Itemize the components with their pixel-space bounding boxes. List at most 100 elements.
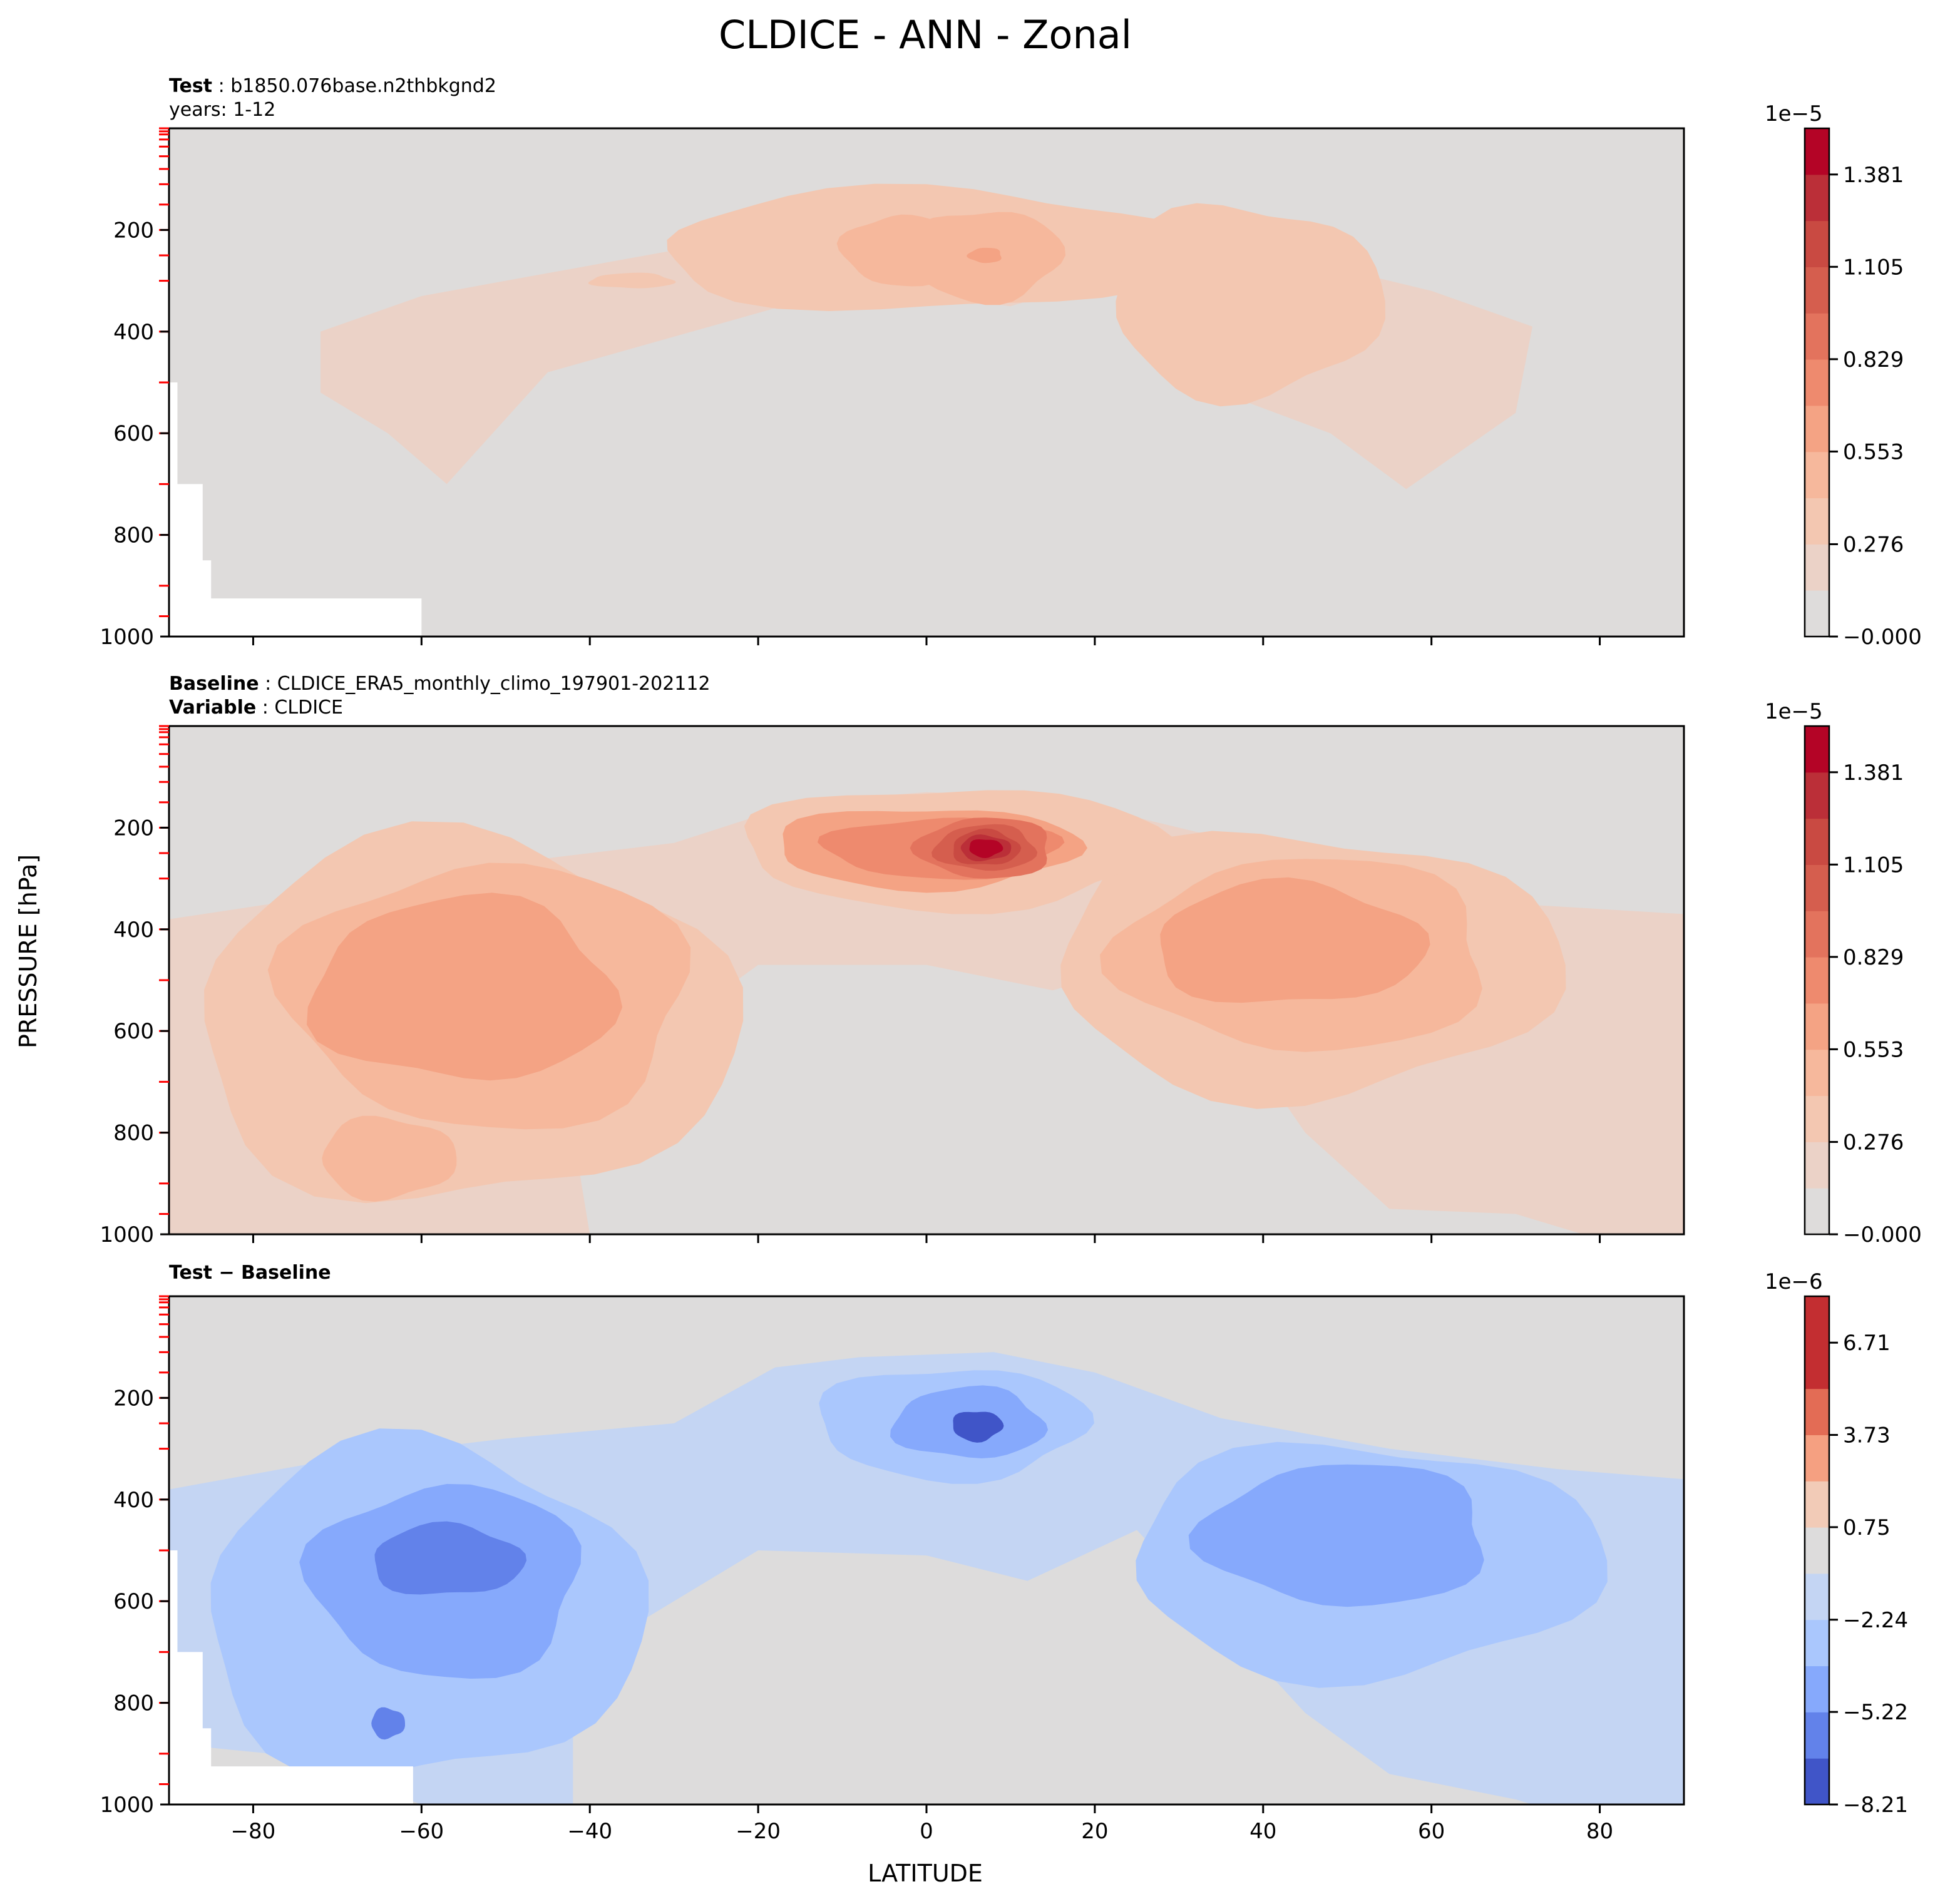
panel-label-2: years: 1-12 xyxy=(169,99,275,121)
panel-label: Test − Baseline xyxy=(169,1262,331,1284)
colorbar-swatch xyxy=(1805,1481,1829,1528)
colorbar-tick-label: −2.24 xyxy=(1843,1608,1908,1633)
contour-band xyxy=(322,1115,457,1202)
colorbar-tick-label: 0.829 xyxy=(1843,945,1904,970)
colorbar-diff: 6.71 3.73 0.75 −2.24 −5.22 −8.21 1e−6 xyxy=(1765,1269,1908,1818)
contour-field xyxy=(169,1352,1684,1804)
colorbar-tick-label: 0.553 xyxy=(1843,439,1904,464)
contour-band xyxy=(1188,1464,1484,1607)
colorbar-swatch xyxy=(1805,1049,1829,1097)
colorbar-frame xyxy=(1804,725,1830,1236)
panel-baseline: 200 400 600 800 1000 Baseline : CLDICE_ERA5_m… xyxy=(100,673,1921,1247)
contour-band xyxy=(371,1707,405,1740)
y-tick-label: 800 xyxy=(113,523,154,548)
y-tick-label: 600 xyxy=(113,421,154,446)
y-tick-label: 600 xyxy=(113,1589,154,1614)
contour-band xyxy=(953,1411,1004,1443)
y-tick-label: 800 xyxy=(113,1691,154,1716)
contour-band xyxy=(588,272,676,289)
missing-data xyxy=(169,382,422,637)
colorbar-swatch xyxy=(1805,498,1829,545)
contour-band xyxy=(1116,203,1385,407)
y-tick-label: 800 xyxy=(113,1121,154,1146)
colorbar-tick-label: 1.381 xyxy=(1843,760,1904,786)
panel-label-key: Test − Baseline xyxy=(169,1262,331,1284)
colorbar-tick-label: 1.105 xyxy=(1843,852,1904,878)
y-tick-label: 1000 xyxy=(100,1793,154,1818)
x-tick-label: −20 xyxy=(736,1819,781,1844)
colorbar-swatch xyxy=(1805,1435,1829,1482)
colorbar-tick-label: 6.71 xyxy=(1843,1331,1891,1356)
x-tick-label: 40 xyxy=(1249,1819,1276,1844)
colorbar-swatch xyxy=(1805,313,1829,360)
y-tick-label: 400 xyxy=(113,320,154,345)
colorbar-swatch xyxy=(1805,1388,1829,1435)
contour-band xyxy=(374,1521,527,1595)
colorbar-frame xyxy=(1804,1295,1830,1806)
x-tick-label: 0 xyxy=(920,1819,933,1844)
colorbar-swatch xyxy=(1805,405,1829,453)
y-tick-label: 200 xyxy=(113,218,154,243)
contour-field xyxy=(169,790,1684,1234)
colorbar-tick-label: 1.381 xyxy=(1843,163,1904,188)
contour-band xyxy=(1160,877,1430,1003)
colorbar-swatch xyxy=(1805,1342,1829,1390)
colorbar-swatch xyxy=(1805,726,1829,773)
x-tick-label: −80 xyxy=(231,1819,276,1844)
figure-title: CLDICE - ANN - Zonal xyxy=(719,12,1132,58)
y-tick-label: 200 xyxy=(113,1386,154,1411)
colorbar-swatch xyxy=(1805,1712,1829,1759)
colorbar-swatch xyxy=(1805,772,1829,819)
colorbar-swatch xyxy=(1805,220,1829,267)
colorbar-swatch xyxy=(1805,544,1829,591)
contour-band xyxy=(307,893,623,1081)
colorbar-swatch xyxy=(1805,1619,1829,1667)
x-tick-label: 80 xyxy=(1586,1819,1613,1844)
colorbar-frame xyxy=(1804,127,1830,638)
panel-label-key: Test xyxy=(169,75,212,97)
colorbar-test: 1.381 1.105 0.829 0.553 0.276 −0.000 1e−5 xyxy=(1765,101,1922,650)
y-tick-label: 200 xyxy=(113,816,154,841)
panel-label: Baseline : CLDICE_ERA5_monthly_climo_197… xyxy=(169,673,711,695)
colorbar-swatch xyxy=(1805,1095,1829,1142)
colorbar-exponent: 1e−6 xyxy=(1765,1269,1823,1294)
panel-label-2: Variable : CLDICE xyxy=(169,697,343,719)
colorbar-tick-label: 3.73 xyxy=(1843,1423,1891,1448)
y-tick-label: 1000 xyxy=(100,1222,154,1247)
panel-label-value: : b1850.076base.n2thbkgnd2 xyxy=(212,75,496,97)
contour-band xyxy=(967,247,1002,264)
colorbar-tick-label: −0.000 xyxy=(1843,625,1922,650)
panel-label-2-value: : CLDICE xyxy=(256,697,343,719)
y-tick-label: 600 xyxy=(113,1019,154,1044)
colorbar-swatch xyxy=(1805,1003,1829,1050)
x-tick-label: 20 xyxy=(1081,1819,1108,1844)
contour-band xyxy=(969,839,1003,858)
colorbar-swatch xyxy=(1805,1758,1829,1805)
colorbar-swatch xyxy=(1805,1188,1829,1235)
y-axis-label: PRESSURE [hPa] xyxy=(14,854,42,1048)
colorbar-swatch xyxy=(1805,1666,1829,1712)
colorbar-swatch xyxy=(1805,451,1829,499)
panel-label-2-value: years: 1-12 xyxy=(169,99,275,121)
colorbar-baseline: 1.381 1.105 0.829 0.553 0.276 −0.000 1e−5 xyxy=(1765,699,1922,1247)
colorbar-swatch xyxy=(1805,590,1829,637)
y-tick-label: 400 xyxy=(113,918,154,943)
colorbar-swatch xyxy=(1805,174,1829,222)
colorbar-swatch xyxy=(1805,267,1829,314)
colorbar-tick-label: −0.000 xyxy=(1843,1222,1922,1247)
colorbar-tick-label: 0.829 xyxy=(1843,347,1904,372)
colorbar-tick-label: 0.553 xyxy=(1843,1037,1904,1062)
panel-label-2-key: Variable xyxy=(169,697,256,719)
colorbar-swatch xyxy=(1805,1142,1829,1189)
colorbar-swatch xyxy=(1805,911,1829,958)
panel-label-value: : CLDICE_ERA5_monthly_climo_197901-20211… xyxy=(259,673,711,695)
colorbar-tick-label: −8.21 xyxy=(1843,1793,1908,1818)
y-tick-label: 1000 xyxy=(100,625,154,650)
x-tick-label: −60 xyxy=(399,1819,444,1844)
colorbar-tick-label: 1.105 xyxy=(1843,255,1904,280)
x-tick-label: 60 xyxy=(1418,1819,1445,1844)
colorbar-exponent: 1e−5 xyxy=(1765,699,1823,724)
colorbar-exponent: 1e−5 xyxy=(1765,101,1823,126)
